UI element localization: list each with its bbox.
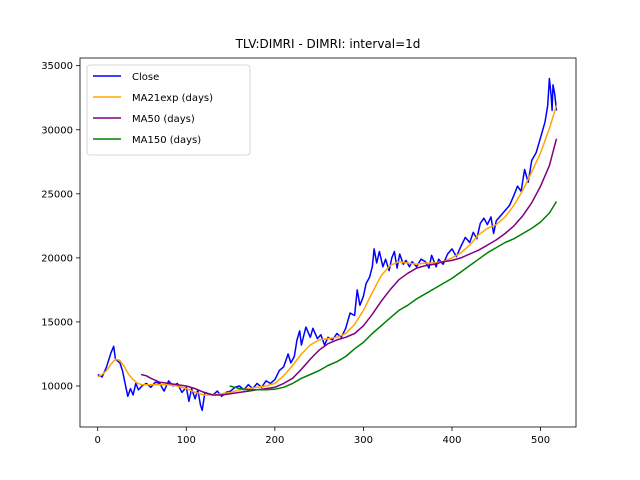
legend-box: [86, 64, 251, 156]
x-tick-label-1: 100: [177, 435, 196, 446]
series-line-3: [229, 201, 558, 391]
x-tick-label-4: 400: [442, 435, 461, 446]
plot-frame: [79, 57, 577, 428]
legend-label-3: MA150 (days): [132, 135, 201, 146]
x-tick-label-5: 500: [531, 435, 550, 446]
y-tick-label-4: 30000: [41, 125, 73, 136]
y-axis-ticks: 10000 15000 20000 25000 30000 35000: [41, 61, 80, 393]
y-tick-label-0: 10000: [41, 382, 73, 393]
y-tick-label-2: 20000: [41, 253, 73, 264]
legend: Close MA21exp (days) MA50 (days) MA150 (day…: [86, 64, 251, 156]
x-axis-ticks: 0 100 200 300 400 500: [95, 427, 550, 446]
y-tick-label-3: 25000: [41, 189, 73, 200]
legend-label-0: Close: [132, 72, 159, 83]
series-line-2: [140, 138, 558, 396]
y-tick-label-1: 15000: [41, 317, 73, 328]
x-tick-label-2: 200: [265, 435, 284, 446]
x-tick-label-0: 0: [95, 435, 101, 446]
y-tick-label-5: 35000: [41, 61, 73, 72]
x-tick-label-3: 300: [354, 435, 373, 446]
plot-lines: [97, 77, 558, 412]
chart-title: TLV:DIMRI - DIMRI: interval=1d: [235, 37, 421, 51]
series-line-1: [97, 105, 558, 396]
legend-label-1: MA21exp (days): [132, 93, 213, 104]
legend-label-2: MA50 (days): [132, 114, 195, 125]
